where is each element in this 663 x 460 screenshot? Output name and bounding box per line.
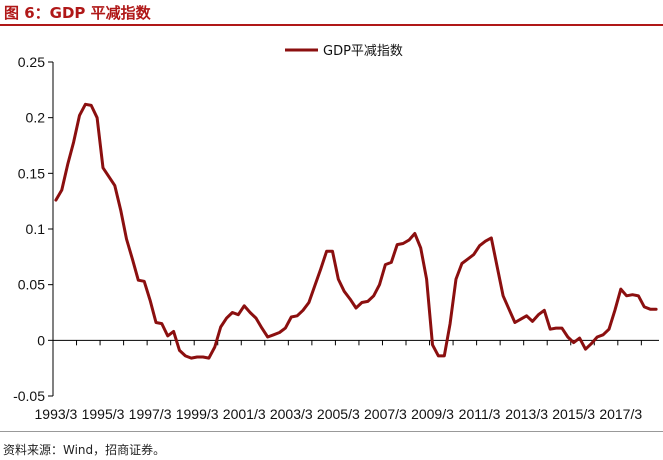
y-tick-label: 0.05 [18,277,45,293]
y-tick-label: 0.25 [18,54,45,70]
x-tick-label: 2009/3 [411,406,454,422]
x-axis: 1993/3 1995/3 1997/3 1999/3 2001/3 2003/3 2005… [35,339,659,422]
x-tick-label: 2013/3 [505,406,548,422]
x-tick-label: 2015/3 [552,406,595,422]
x-tick-label: 1997/3 [129,406,172,422]
y-tick-label: 0.2 [26,110,46,126]
x-tick-label: 2001/3 [223,406,266,422]
footer-rule [0,431,663,432]
x-tick-label: 2003/3 [270,406,313,422]
series-line-gdp-deflator [54,102,658,360]
y-tick-label: 0.15 [18,165,45,181]
x-tick-label: 1993/3 [35,406,78,422]
x-tick-label: 1995/3 [82,406,125,422]
source-note: 资料来源：Wind，招商证券。 [3,443,166,457]
series-layer [54,102,658,360]
legend: GDP平减指数 [285,44,403,59]
x-tick-label: 2005/3 [317,406,360,422]
y-tick-label: -0.05 [13,388,45,404]
x-tick-label: 2007/3 [364,406,407,422]
x-tick-label: 2017/3 [599,406,642,422]
y-tick-label: 0 [37,332,45,348]
x-tick-label: 1999/3 [176,406,219,422]
x-tick-label: 2011/3 [459,406,501,422]
title-rule [0,24,663,26]
legend-label: GDP平减指数 [323,44,403,59]
y-tick-label: 0.1 [26,221,46,237]
figure-title: 图 6：GDP 平减指数 [4,4,151,22]
y-axis: -0.05 0 0.05 0.1 0.15 0.2 0.25 [13,54,54,404]
